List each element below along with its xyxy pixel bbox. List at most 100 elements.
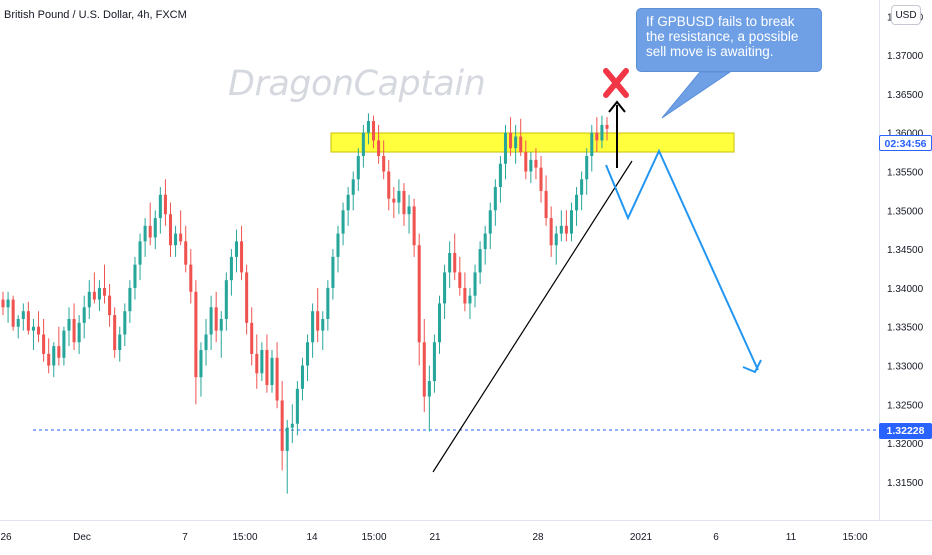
candles-group [1, 113, 609, 494]
candle-up [306, 342, 310, 366]
candle-down [549, 218, 553, 246]
time-tick-label: 28 [532, 532, 544, 543]
candle-down [92, 291, 96, 300]
support-trendline[interactable] [432, 160, 633, 473]
candle-up [31, 326, 35, 331]
candle-up [443, 272, 447, 304]
candle-down [595, 132, 599, 141]
candle-down [37, 326, 41, 335]
candle-down [11, 299, 15, 327]
candle-down [275, 357, 279, 401]
candle-up [478, 249, 482, 273]
candle-down [463, 287, 467, 304]
current-price-label: 1.32228 [879, 423, 932, 439]
candle-down [57, 346, 61, 358]
candle-up [514, 136, 518, 149]
price-tick-label: 1.31500 [887, 478, 924, 489]
symbol-title[interactable]: British Pound / U.S. Dollar, 4h, FXCM [4, 9, 187, 21]
annotation-callout[interactable]: If GPBUSD fails to break the resistance,… [636, 8, 822, 72]
candle-up [62, 330, 66, 358]
candle-up [229, 256, 233, 281]
candle-up [143, 225, 147, 242]
candle-up [590, 132, 594, 156]
price-tick-label: 1.32000 [887, 439, 924, 450]
candle-up [321, 318, 325, 331]
resistance-zone[interactable] [330, 132, 735, 153]
candle-up [432, 342, 436, 382]
candle-down [524, 152, 528, 172]
candle-up [118, 334, 122, 351]
candle-up [123, 311, 127, 335]
candle-up [437, 303, 442, 343]
candle-up [529, 159, 533, 172]
watermark: DragonCaptain [228, 64, 486, 104]
price-tick-label: 1.36000 [887, 129, 924, 140]
candle-down [544, 190, 548, 219]
candle-up [16, 318, 20, 327]
candle-down [605, 124, 609, 129]
time-tick-label: 15:00 [361, 532, 386, 543]
candle-down [194, 291, 198, 378]
candle-down [240, 241, 244, 273]
candle-up [52, 346, 56, 366]
candle-up [219, 318, 223, 331]
candle-up [580, 179, 584, 195]
candle-up [260, 350, 264, 374]
candle-up [153, 218, 157, 238]
candle-down [214, 307, 218, 331]
candle-up [158, 194, 162, 219]
candle-up [199, 350, 203, 378]
candle-up [21, 311, 25, 319]
callout-line: If GPBUSD fails to break [646, 14, 795, 29]
candle-up [361, 132, 365, 156]
price-tick-label: 1.33500 [887, 323, 924, 334]
candle-down [392, 198, 396, 203]
candle-down [255, 353, 259, 374]
price-tick-label: 1.35500 [887, 168, 924, 179]
candle-up [300, 365, 304, 389]
candle-down [534, 159, 538, 168]
projected-sell-path[interactable] [605, 148, 759, 371]
candle-up [356, 155, 360, 180]
time-axis[interactable]: 26 Dec 7 15:00 14 15:00 21 28 2021 6 11 15:00 [0, 532, 868, 543]
price-axis[interactable]: 1.31500 1.32000 1.32500 1.33000 1.33500 1.340… [887, 12, 924, 489]
candle-up [87, 291, 91, 308]
candle-down [184, 241, 188, 265]
candle-up [67, 318, 71, 331]
time-tick-label: 2021 [630, 532, 653, 543]
candle-down [382, 155, 386, 172]
candle-up [128, 287, 132, 312]
time-tick-label: 15:00 [232, 532, 257, 543]
candle-down [387, 171, 391, 199]
candle-down [245, 272, 249, 323]
price-tick-label: 1.34500 [887, 245, 924, 256]
candle-down [377, 140, 381, 156]
candle-up [204, 334, 208, 351]
time-tick-label: 11 [786, 532, 797, 543]
candle-up [224, 280, 228, 319]
candle-down [316, 311, 320, 331]
candle-up [493, 187, 497, 211]
candle-down [539, 167, 543, 191]
candle-up [569, 210, 573, 234]
candle-down [47, 353, 51, 366]
candle-down [453, 253, 457, 273]
candle-down [148, 225, 152, 238]
candle-down [113, 315, 117, 351]
candle-up [346, 194, 350, 211]
candle-up [133, 264, 137, 288]
candle-up [311, 311, 315, 343]
candle-down [422, 342, 426, 397]
currency-button[interactable]: USD [891, 5, 921, 25]
candle-up [290, 423, 294, 428]
candle-up [285, 427, 289, 451]
price-tick-label: 1.37000 [887, 51, 924, 62]
candle-up [326, 287, 330, 319]
time-tick-label: 6 [713, 532, 719, 543]
candle-up [397, 190, 401, 203]
candle-up [503, 132, 508, 164]
candle-up [138, 241, 142, 265]
countdown-label: 02:34:56 [879, 135, 932, 151]
